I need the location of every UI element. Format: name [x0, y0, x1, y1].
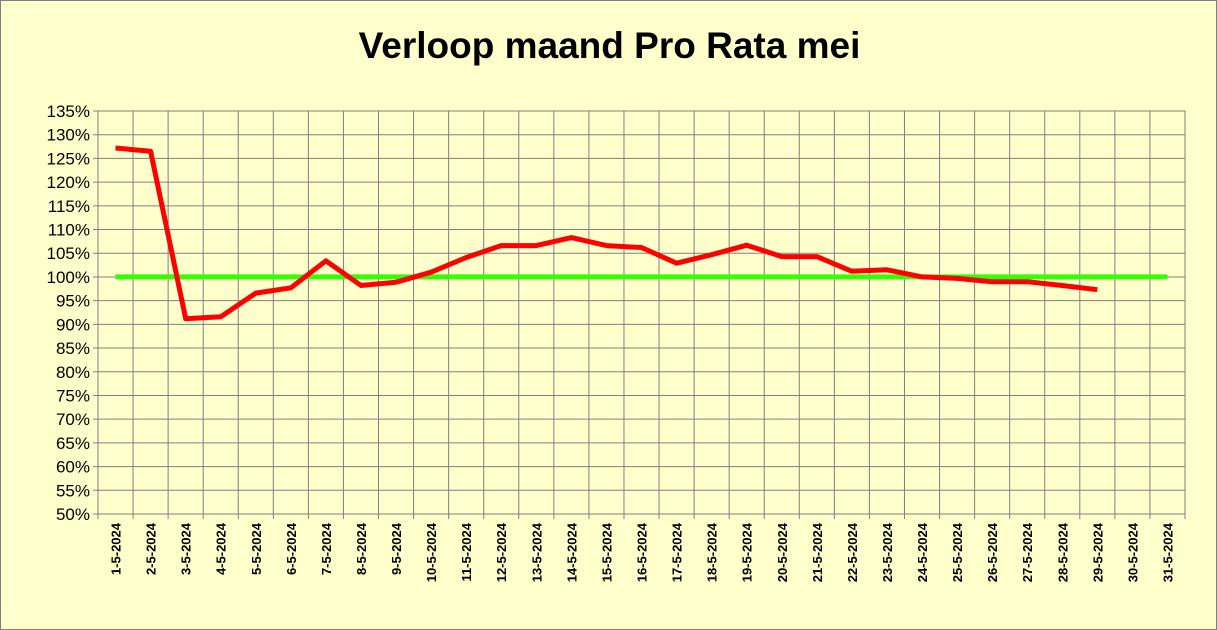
x-tick-label: 11-5-2024: [459, 522, 474, 581]
x-tick-label: 4-5-2024: [214, 522, 229, 575]
y-tick-label: 130%: [47, 126, 90, 145]
x-tick-label: 23-5-2024: [880, 522, 895, 582]
y-tick-label: 115%: [48, 197, 90, 216]
y-tick-label: 55%: [56, 481, 90, 500]
y-tick-label: 65%: [56, 434, 90, 453]
x-tick-label: 27-5-2024: [1020, 522, 1035, 582]
y-tick-label: 60%: [56, 458, 90, 477]
x-tick-label: 3-5-2024: [179, 522, 194, 575]
y-tick-label: 105%: [47, 244, 90, 263]
y-tick-label: 120%: [47, 173, 90, 192]
y-tick-label: 95%: [56, 292, 90, 311]
x-tick-label: 31-5-2024: [1160, 522, 1175, 582]
y-tick-label: 100%: [47, 268, 90, 287]
x-tick-label: 21-5-2024: [810, 522, 825, 582]
y-tick-label: 110%: [48, 221, 90, 240]
grid-layer: [93, 110, 1186, 519]
y-tick-label: 50%: [56, 505, 90, 524]
x-tick-label: 10-5-2024: [424, 522, 439, 582]
x-tick-label: 16-5-2024: [635, 522, 650, 582]
x-tick-label: 7-5-2024: [319, 522, 334, 575]
y-tick-label: 85%: [56, 339, 90, 358]
x-axis-ticks: 1-5-2024 2-5-2024 3-5-2024 4-5-2024 5-5-2024…: [109, 522, 1176, 582]
x-tick-label: 18-5-2024: [705, 522, 720, 582]
x-tick-label: 14-5-2024: [564, 522, 579, 582]
x-tick-label: 8-5-2024: [354, 522, 369, 575]
series-line-red: [115, 145, 1098, 322]
chart-title: Verloop maand Pro Rata mei: [358, 25, 861, 66]
x-tick-label: 9-5-2024: [389, 522, 404, 575]
x-tick-label: 20-5-2024: [775, 522, 790, 582]
plot-frame: [97, 110, 1186, 515]
x-tick-label: 2-5-2024: [144, 522, 159, 575]
x-tick-label: 19-5-2024: [740, 522, 755, 582]
x-tick-label: 24-5-2024: [915, 522, 930, 582]
x-tick-label: 28-5-2024: [1055, 522, 1070, 582]
y-axis-ticks: 50% 55% 60% 65% 70% 75% 80% 85% 90% 95% 100% 105% 11…: [47, 102, 90, 524]
x-tick-label: 26-5-2024: [985, 522, 1000, 582]
x-tick-label: 22-5-2024: [845, 522, 860, 582]
y-tick-label: 80%: [56, 363, 90, 382]
x-tick-label: 13-5-2024: [529, 522, 544, 582]
x-tick-label: 25-5-2024: [950, 522, 965, 582]
x-tick-label: 30-5-2024: [1125, 522, 1140, 582]
x-tick-label: 1-5-2024: [109, 522, 124, 575]
y-tick-label: 70%: [56, 410, 90, 429]
y-tick-label: 75%: [56, 386, 90, 405]
y-tick-label: 90%: [56, 315, 90, 334]
x-tick-label: 17-5-2024: [670, 522, 685, 582]
x-tick-label: 6-5-2024: [284, 522, 299, 575]
y-tick-label: 125%: [47, 149, 90, 168]
x-tick-label: 29-5-2024: [1090, 522, 1105, 582]
x-tick-label: 5-5-2024: [249, 522, 264, 575]
x-tick-label: 15-5-2024: [599, 522, 614, 582]
x-tick-label: 12-5-2024: [494, 522, 509, 582]
y-tick-label: 135%: [47, 102, 90, 121]
series-layer: [115, 145, 1168, 322]
